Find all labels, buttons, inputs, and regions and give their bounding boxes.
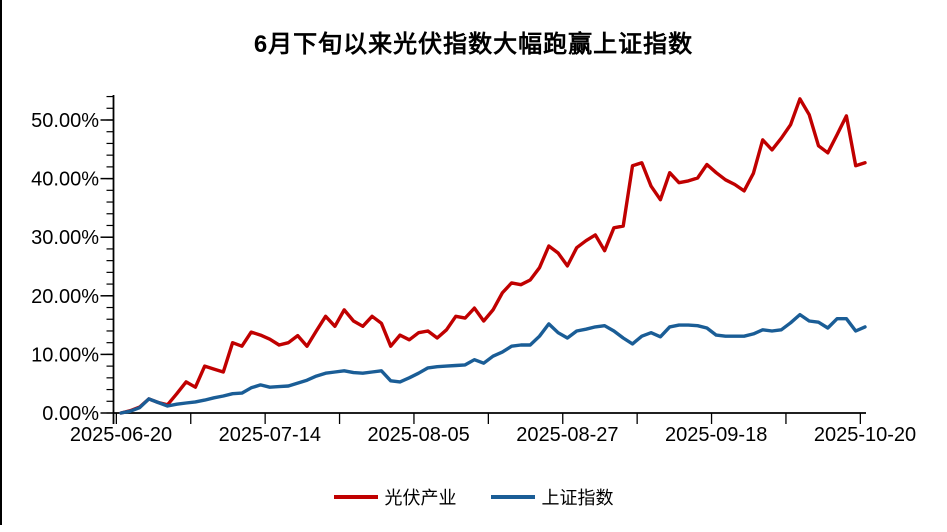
x-tick-label: 2025-10-20 [814,424,916,446]
x-axis-tick-labels: 2025-06-20 2025-07-14 2025-08-05 2025-08-27… [70,424,916,446]
line-chart-canvas: 0.00% 10.00% 20.00% 30.00% 40.00% 50.00% 2025-… [31,95,916,446]
x-tick-label: 2025-06-20 [70,424,172,446]
x-tick-label: 2025-07-14 [219,424,321,446]
y-tick-label: 0.00% [42,403,99,425]
x-tick-label: 2025-08-27 [516,424,618,446]
legend-label-shanghai-index: 上证指数 [541,488,614,508]
y-tick-label: 10.00% [31,344,99,366]
legend-item-shanghai-index: 上证指数 [490,484,614,510]
x-axis-ticks [115,413,861,424]
series-line-1 [119,312,867,415]
y-tick-label: 20.00% [31,286,99,308]
legend-item-pv-industry: 光伏产业 [333,484,457,510]
legend-line-swatch-pv-industry [333,495,378,499]
legend-line-swatch-shanghai-index [490,495,535,499]
y-axis-tick-labels: 0.00% 10.00% 20.00% 30.00% 40.00% 50.00% [31,110,99,425]
y-tick-label: 40.00% [31,169,99,191]
y-axis-major-ticks [100,119,114,414]
y-tick-label: 30.00% [31,227,99,249]
series-line-0 [119,97,867,415]
y-tick-label: 50.00% [31,110,99,132]
y-axis-minor-ticks [106,95,114,414]
chart-legend: 光伏产业 上证指数 [0,484,947,510]
left-border-line [0,0,2,525]
chart-title: 6月下旬以来光伏指数大幅跑赢上证指数 [253,31,694,58]
x-tick-label: 2025-09-18 [665,424,767,446]
x-tick-label: 2025-08-05 [367,424,469,446]
legend-label-pv-industry: 光伏产业 [384,488,457,508]
